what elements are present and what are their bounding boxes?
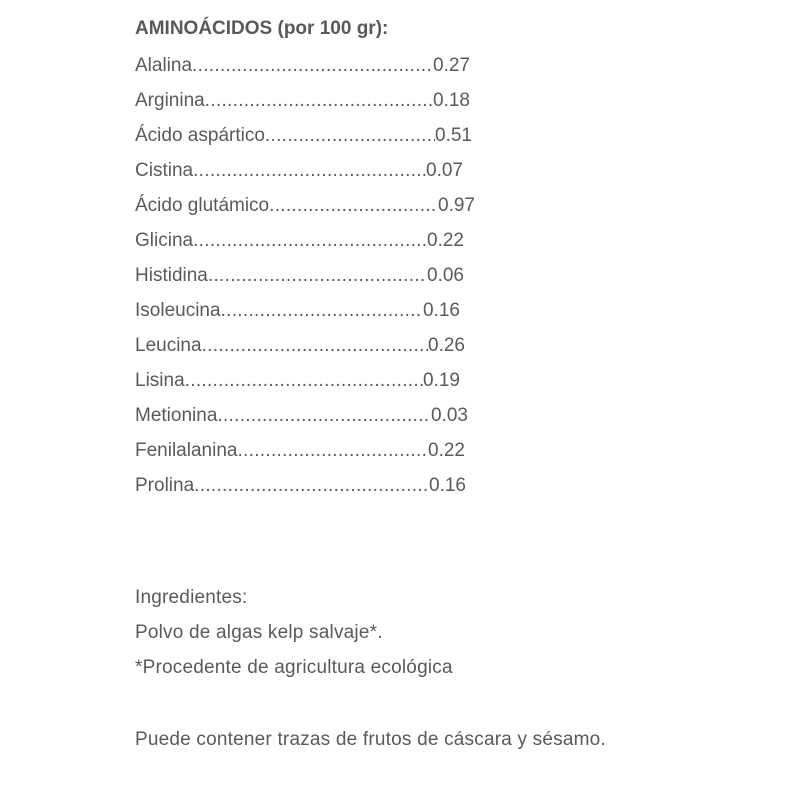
organic-note: *Procedente de agricultura ecológica bbox=[135, 657, 453, 678]
dot-leader: ........................................… bbox=[207, 265, 427, 286]
amino-acid-value: 0.06 bbox=[427, 265, 464, 286]
amino-acid-row: Metionina...............................… bbox=[135, 404, 468, 439]
amino-acid-name: Arginina bbox=[135, 90, 205, 111]
dot-leader: ........................................… bbox=[220, 300, 423, 321]
amino-acid-value: 0.03 bbox=[431, 405, 468, 426]
amino-acid-name: Leucina bbox=[135, 335, 202, 356]
amino-acid-value: 0.16 bbox=[423, 300, 460, 321]
amino-acid-name: Histidina bbox=[135, 265, 208, 286]
amino-acid-value: 0.26 bbox=[428, 335, 465, 356]
amino-acid-row: Alalina.................................… bbox=[135, 54, 470, 89]
amino-acids-list: Alalina.................................… bbox=[135, 54, 475, 509]
amino-acid-row: Fenilalanina............................… bbox=[135, 439, 465, 474]
amino-acid-name: Metionina bbox=[135, 405, 218, 426]
dot-leader: ........................................… bbox=[193, 230, 428, 251]
amino-acid-name: Ácido aspártico bbox=[135, 125, 265, 146]
amino-acid-value: 0.16 bbox=[429, 475, 466, 496]
ingredients-heading: Ingredientes: bbox=[135, 587, 248, 608]
amino-acid-row: Prolina.................................… bbox=[135, 474, 466, 509]
amino-acid-row: Leucina.................................… bbox=[135, 334, 465, 369]
amino-acid-row: Ácido glutámico.........................… bbox=[135, 194, 475, 229]
amino-acid-name: Lisina bbox=[135, 370, 185, 391]
amino-acid-row: Arginina................................… bbox=[135, 89, 470, 124]
amino-acid-row: Cistina.................................… bbox=[135, 159, 463, 194]
amino-acid-value: 0.22 bbox=[428, 440, 465, 461]
amino-acid-value: 0.97 bbox=[438, 195, 475, 216]
dot-leader: ........................................… bbox=[269, 195, 438, 216]
dot-leader: ........................................… bbox=[193, 160, 426, 181]
amino-acid-row: Histidina...............................… bbox=[135, 264, 464, 299]
amino-acids-title: AMINOÁCIDOS (por 100 gr): bbox=[135, 18, 389, 39]
amino-acid-value: 0.22 bbox=[427, 230, 464, 251]
amino-acid-value: 0.27 bbox=[433, 55, 470, 76]
ingredients-line: Polvo de algas kelp salvaje*. bbox=[135, 622, 383, 643]
amino-acid-row: Ácido aspártico.........................… bbox=[135, 124, 472, 159]
amino-acid-value: 0.18 bbox=[433, 90, 470, 111]
dot-leader: ........................................… bbox=[192, 55, 433, 76]
dot-leader: ........................................… bbox=[201, 335, 428, 356]
dot-leader: ........................................… bbox=[237, 440, 428, 461]
amino-acid-value: 0.51 bbox=[435, 125, 472, 146]
amino-acid-name: Glicina bbox=[135, 230, 194, 251]
amino-acid-row: Isoleucina..............................… bbox=[135, 299, 460, 334]
amino-acid-name: Isoleucina bbox=[135, 300, 221, 321]
amino-acid-name: Prolina bbox=[135, 475, 195, 496]
amino-acid-name: Alalina bbox=[135, 55, 193, 76]
dot-leader: ........................................… bbox=[184, 370, 423, 391]
dot-leader: ........................................… bbox=[217, 405, 431, 426]
amino-acid-name: Ácido glutámico bbox=[135, 195, 270, 216]
dot-leader: ........................................… bbox=[194, 475, 429, 496]
amino-acid-value: 0.07 bbox=[426, 160, 463, 181]
dot-leader: ........................................… bbox=[204, 90, 434, 111]
amino-acid-row: Lisina..................................… bbox=[135, 369, 460, 404]
dot-leader: ........................................… bbox=[264, 125, 435, 146]
amino-acid-row: Glicina.................................… bbox=[135, 229, 464, 264]
amino-acid-name: Cistina bbox=[135, 160, 194, 181]
allergen-note: Puede contener trazas de frutos de cásca… bbox=[135, 729, 606, 750]
amino-acid-value: 0.19 bbox=[423, 370, 460, 391]
amino-acid-name: Fenilalanina bbox=[135, 440, 238, 461]
